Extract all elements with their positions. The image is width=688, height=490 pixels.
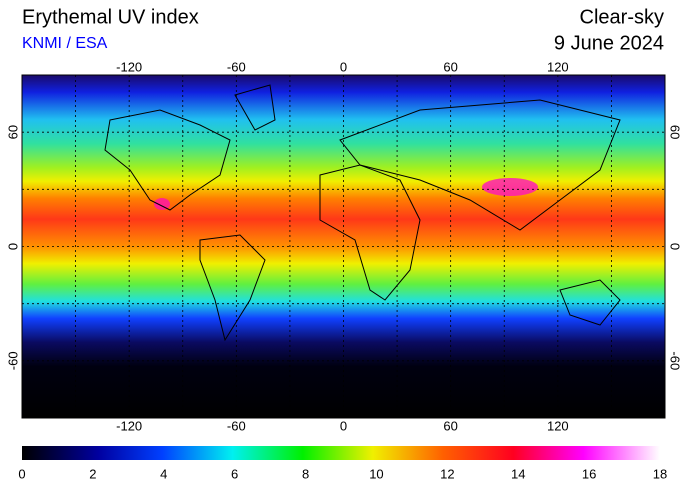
lat-tick-label: 60 xyxy=(668,125,683,139)
condition: Clear-sky xyxy=(580,6,664,28)
title: Erythemal UV index xyxy=(22,6,199,28)
lat-tick-label: 0 xyxy=(5,243,20,250)
colorbar-tick-label: 2 xyxy=(89,466,96,481)
lon-tick-label: -60 xyxy=(227,418,246,433)
colorbar-tick-label: 8 xyxy=(302,466,309,481)
lon-tick-label: -120 xyxy=(116,59,142,74)
mexico-high xyxy=(154,198,170,210)
map-frame xyxy=(21,74,666,419)
lat-tick-label: -60 xyxy=(668,351,683,370)
lon-tick-label: 60 xyxy=(443,418,457,433)
colorbar-tick-label: 18 xyxy=(653,466,667,481)
colorbar-tick-label: 16 xyxy=(582,466,596,481)
lon-tick-label: 0 xyxy=(340,418,347,433)
lon-tick-label: 0 xyxy=(340,59,347,74)
lon-tick-label: 60 xyxy=(443,59,457,74)
colorbar-tick-label: 4 xyxy=(160,466,167,481)
lat-tick-label: 60 xyxy=(5,125,20,139)
lon-tick-label: -120 xyxy=(116,418,142,433)
lat-tick-label: 0 xyxy=(668,243,683,250)
coastlines xyxy=(104,84,621,342)
colorbar-tick-label: 10 xyxy=(369,466,383,481)
lat-tick-label: -60 xyxy=(5,351,20,370)
colorbar-tick-label: 6 xyxy=(231,466,238,481)
lon-tick-label: -60 xyxy=(227,59,246,74)
colorbar-tick-label: 0 xyxy=(18,466,25,481)
tibet-high xyxy=(482,178,538,196)
date: 9 June 2024 xyxy=(554,32,664,54)
colorbar xyxy=(22,446,660,460)
colorbar-tick-label: 14 xyxy=(511,466,525,481)
colorbar-tick-label: 12 xyxy=(440,466,454,481)
lon-tick-label: 120 xyxy=(547,418,569,433)
lon-tick-label: 120 xyxy=(547,59,569,74)
source: KNMI / ESA xyxy=(22,35,108,52)
